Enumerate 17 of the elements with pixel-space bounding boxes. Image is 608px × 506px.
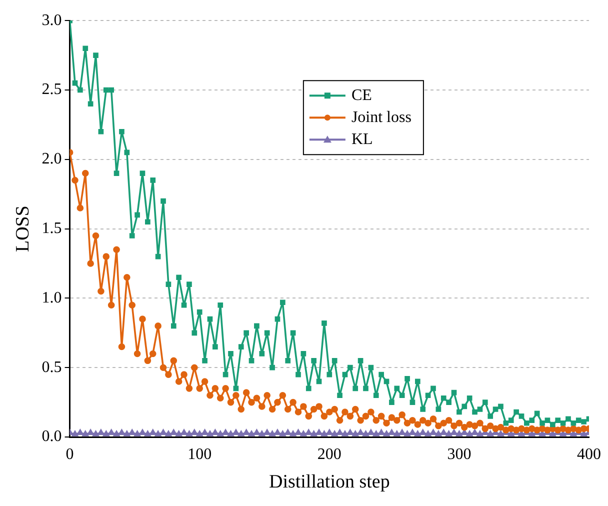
x-tick-label: 100 (188, 446, 212, 463)
legend-label: KL (351, 130, 373, 148)
x-tick-label: 300 (447, 446, 472, 463)
y-tick-label: 3.0 (42, 12, 62, 29)
y-tick-label: 0.5 (42, 358, 62, 376)
x-tick-label: 400 (577, 446, 601, 463)
y-tick-label: 0.0 (42, 428, 62, 446)
y-tick-label: 1.5 (42, 220, 62, 238)
y-tick-label: 2.5 (42, 81, 62, 98)
y-tick-label: 1.0 (42, 289, 62, 306)
legend-label: CE (351, 86, 372, 104)
y-tick-label: 2.0 (42, 150, 62, 168)
y-axis-title: LOSS (12, 206, 34, 252)
legend-label: Joint loss (351, 108, 412, 126)
x-axis-title: Distillation step (268, 472, 390, 493)
x-tick-label: 200 (317, 446, 342, 463)
x-tick-label: 0 (66, 446, 74, 463)
